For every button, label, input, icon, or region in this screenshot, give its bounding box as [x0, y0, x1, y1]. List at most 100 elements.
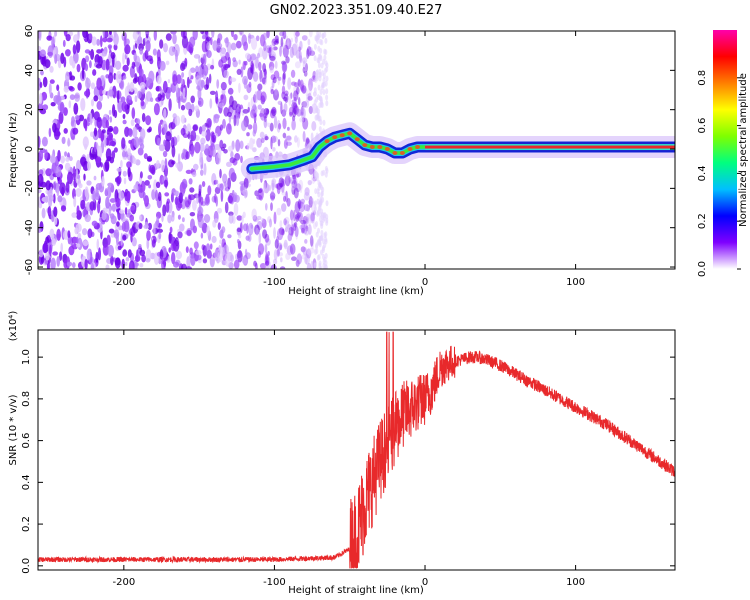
noise-blob — [260, 137, 265, 143]
noise-blob — [293, 209, 296, 222]
noise-blob — [73, 196, 77, 208]
noise-blob — [292, 102, 298, 114]
noise-blob — [102, 89, 106, 95]
noise-blob — [146, 230, 151, 241]
noise-blob — [222, 143, 227, 149]
noise-blob — [227, 111, 232, 118]
noise-blob — [288, 106, 294, 116]
noise-blob — [269, 122, 274, 132]
noise-blob — [258, 61, 262, 71]
noise-blob — [122, 249, 128, 257]
noise-blob — [95, 63, 102, 69]
noise-blob — [48, 197, 53, 208]
spectrogram-panel: -200 -100 0 100 60 40 20 0 -20 -40 -60 Height of … — [8, 25, 676, 297]
noise-blob — [139, 214, 142, 221]
noise-blob — [89, 112, 93, 126]
noise-blob — [287, 233, 293, 242]
noise-blob — [250, 109, 256, 119]
noise-blob — [38, 45, 42, 52]
noise-blob — [218, 102, 225, 109]
noise-blob — [285, 252, 291, 260]
noise-blob — [138, 244, 142, 248]
noise-blob — [324, 80, 328, 87]
noise-blob — [232, 57, 237, 63]
noise-blob — [186, 256, 191, 268]
noise-blob — [189, 212, 196, 217]
noise-blob — [236, 68, 242, 75]
noise-blob — [281, 191, 288, 196]
noise-blob — [243, 177, 249, 189]
noise-blob — [297, 211, 303, 222]
noise-blob — [320, 235, 324, 242]
noise-blob — [156, 160, 160, 169]
noise-blob — [117, 90, 120, 104]
snr-panel: -200 -100 0 100 0.0 0.2 0.4 0.6 0.8 1.0 Height o… — [8, 311, 676, 596]
noise-blob — [278, 123, 282, 130]
noise-blob — [295, 49, 301, 59]
ridge-hotspot — [362, 143, 368, 148]
noise-blob — [139, 171, 143, 179]
noise-blob — [296, 86, 300, 95]
noise-blob — [158, 123, 162, 136]
noise-blob — [235, 40, 242, 49]
noise-blob — [287, 38, 290, 46]
noise-blob — [49, 79, 55, 84]
noise-blob — [233, 114, 237, 127]
noise-blob — [295, 31, 300, 37]
noise-blob — [101, 211, 107, 221]
noise-blob — [156, 75, 162, 85]
noise-blob — [257, 188, 263, 194]
noise-blob — [247, 33, 252, 44]
noise-blob — [287, 126, 290, 131]
noise-blob — [139, 143, 145, 150]
noise-blob — [60, 52, 65, 64]
y-tick-label: 0 — [24, 146, 35, 152]
noise-blob — [219, 183, 224, 191]
noise-blob — [80, 199, 86, 210]
noise-blob — [229, 77, 237, 83]
noise-blob — [190, 145, 194, 157]
noise-blob — [127, 208, 131, 216]
noise-blob — [320, 184, 323, 191]
noise-blob — [135, 76, 140, 83]
noise-blob — [96, 100, 103, 110]
noise-blob — [298, 201, 305, 213]
noise-blob — [212, 134, 217, 143]
noise-blob — [260, 91, 267, 103]
noise-blob — [51, 36, 55, 50]
noise-blob — [325, 94, 329, 101]
noise-blob — [284, 216, 290, 224]
noise-blob — [205, 243, 211, 257]
noise-blob — [143, 224, 149, 229]
noise-blob — [319, 265, 323, 269]
noise-blob — [39, 249, 44, 258]
noise-blob — [57, 149, 61, 162]
noise-blob — [186, 229, 192, 237]
noise-blob — [222, 118, 226, 129]
noise-blob — [145, 80, 149, 88]
noise-blob — [104, 159, 110, 172]
noise-blob — [157, 191, 162, 202]
noise-blob — [279, 45, 282, 57]
snr-y-multiplier: (x10⁴) — [8, 311, 19, 342]
y-tick-label: -20 — [24, 180, 35, 196]
noise-blob — [105, 119, 110, 129]
noise-blob — [256, 194, 263, 200]
noise-blob — [59, 251, 63, 261]
noise-blob — [52, 251, 58, 256]
noise-blob — [86, 248, 91, 261]
noise-blob — [302, 247, 308, 256]
noise-blob — [53, 193, 56, 204]
noise-blob — [192, 124, 198, 131]
noise-blob — [212, 147, 216, 158]
noise-blob — [90, 99, 95, 107]
noise-blob — [182, 148, 186, 157]
noise-blob — [168, 231, 172, 244]
noise-blob — [116, 175, 122, 185]
noise-blob — [195, 249, 202, 256]
noise-blob — [226, 123, 232, 135]
noise-blob — [107, 90, 110, 99]
noise-blob — [292, 108, 297, 118]
noise-blob — [196, 85, 201, 90]
x-tick-label: -200 — [112, 577, 135, 588]
